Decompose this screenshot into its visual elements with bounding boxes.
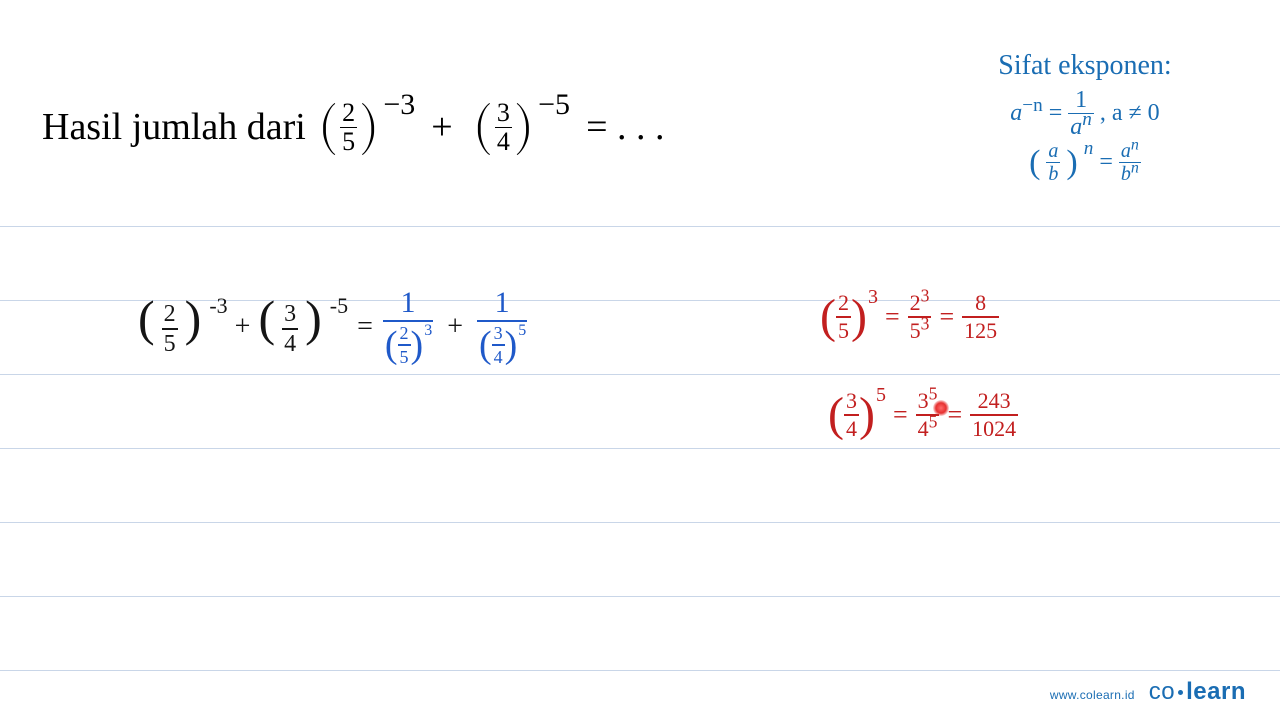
rule-quotient-power: ( a b ) n = an bn: [940, 141, 1230, 184]
question-tail: = . . .: [586, 105, 664, 149]
rule-line: [0, 226, 1280, 227]
question-frac-1: 2 5: [340, 100, 357, 155]
rparen-1: ): [357, 96, 381, 158]
question-text: Hasil jumlah dari ( 2 5 ) −3 + ( 3 4 ) −…: [42, 96, 665, 158]
rule-line: [0, 670, 1280, 671]
question-frac-2: 3 4: [495, 100, 512, 155]
plus-sign: +: [423, 105, 460, 149]
lparen-1: (: [316, 96, 340, 158]
exponent-rules: Sifat eksponen: a−n = 1 an , a ≠ 0 ( a b…: [940, 50, 1230, 184]
question-exp-2: −5: [538, 88, 570, 122]
footer: www.colearn.id colearn: [1050, 678, 1246, 706]
footer-url: www.colearn.id: [1050, 688, 1135, 702]
rules-title: Sifat eksponen:: [940, 50, 1230, 82]
dot-icon: [1178, 690, 1183, 695]
work-line-1: ( 25 ) -3 + ( 34 ) -5 = 1 ( 25 ) 3 + 1: [138, 288, 527, 366]
rule-negative-exponent: a−n = 1 an , a ≠ 0: [940, 88, 1230, 139]
work-red-line-2: ( 34 ) 5 = 35 45 = 243 1024: [828, 390, 1018, 440]
question-lead: Hasil jumlah dari: [42, 105, 306, 149]
rule-line: [0, 448, 1280, 449]
work-red-line-1: ( 25 ) 3 = 23 53 = 8 125: [820, 292, 999, 342]
rparen-2: ): [512, 96, 536, 158]
laser-pointer-icon: [933, 400, 949, 416]
lparen-2: (: [471, 96, 495, 158]
rule-line: [0, 596, 1280, 597]
rule-line: [0, 374, 1280, 375]
question-exp-1: −3: [383, 88, 415, 122]
brand-logo: colearn: [1149, 678, 1246, 706]
rule-line: [0, 522, 1280, 523]
